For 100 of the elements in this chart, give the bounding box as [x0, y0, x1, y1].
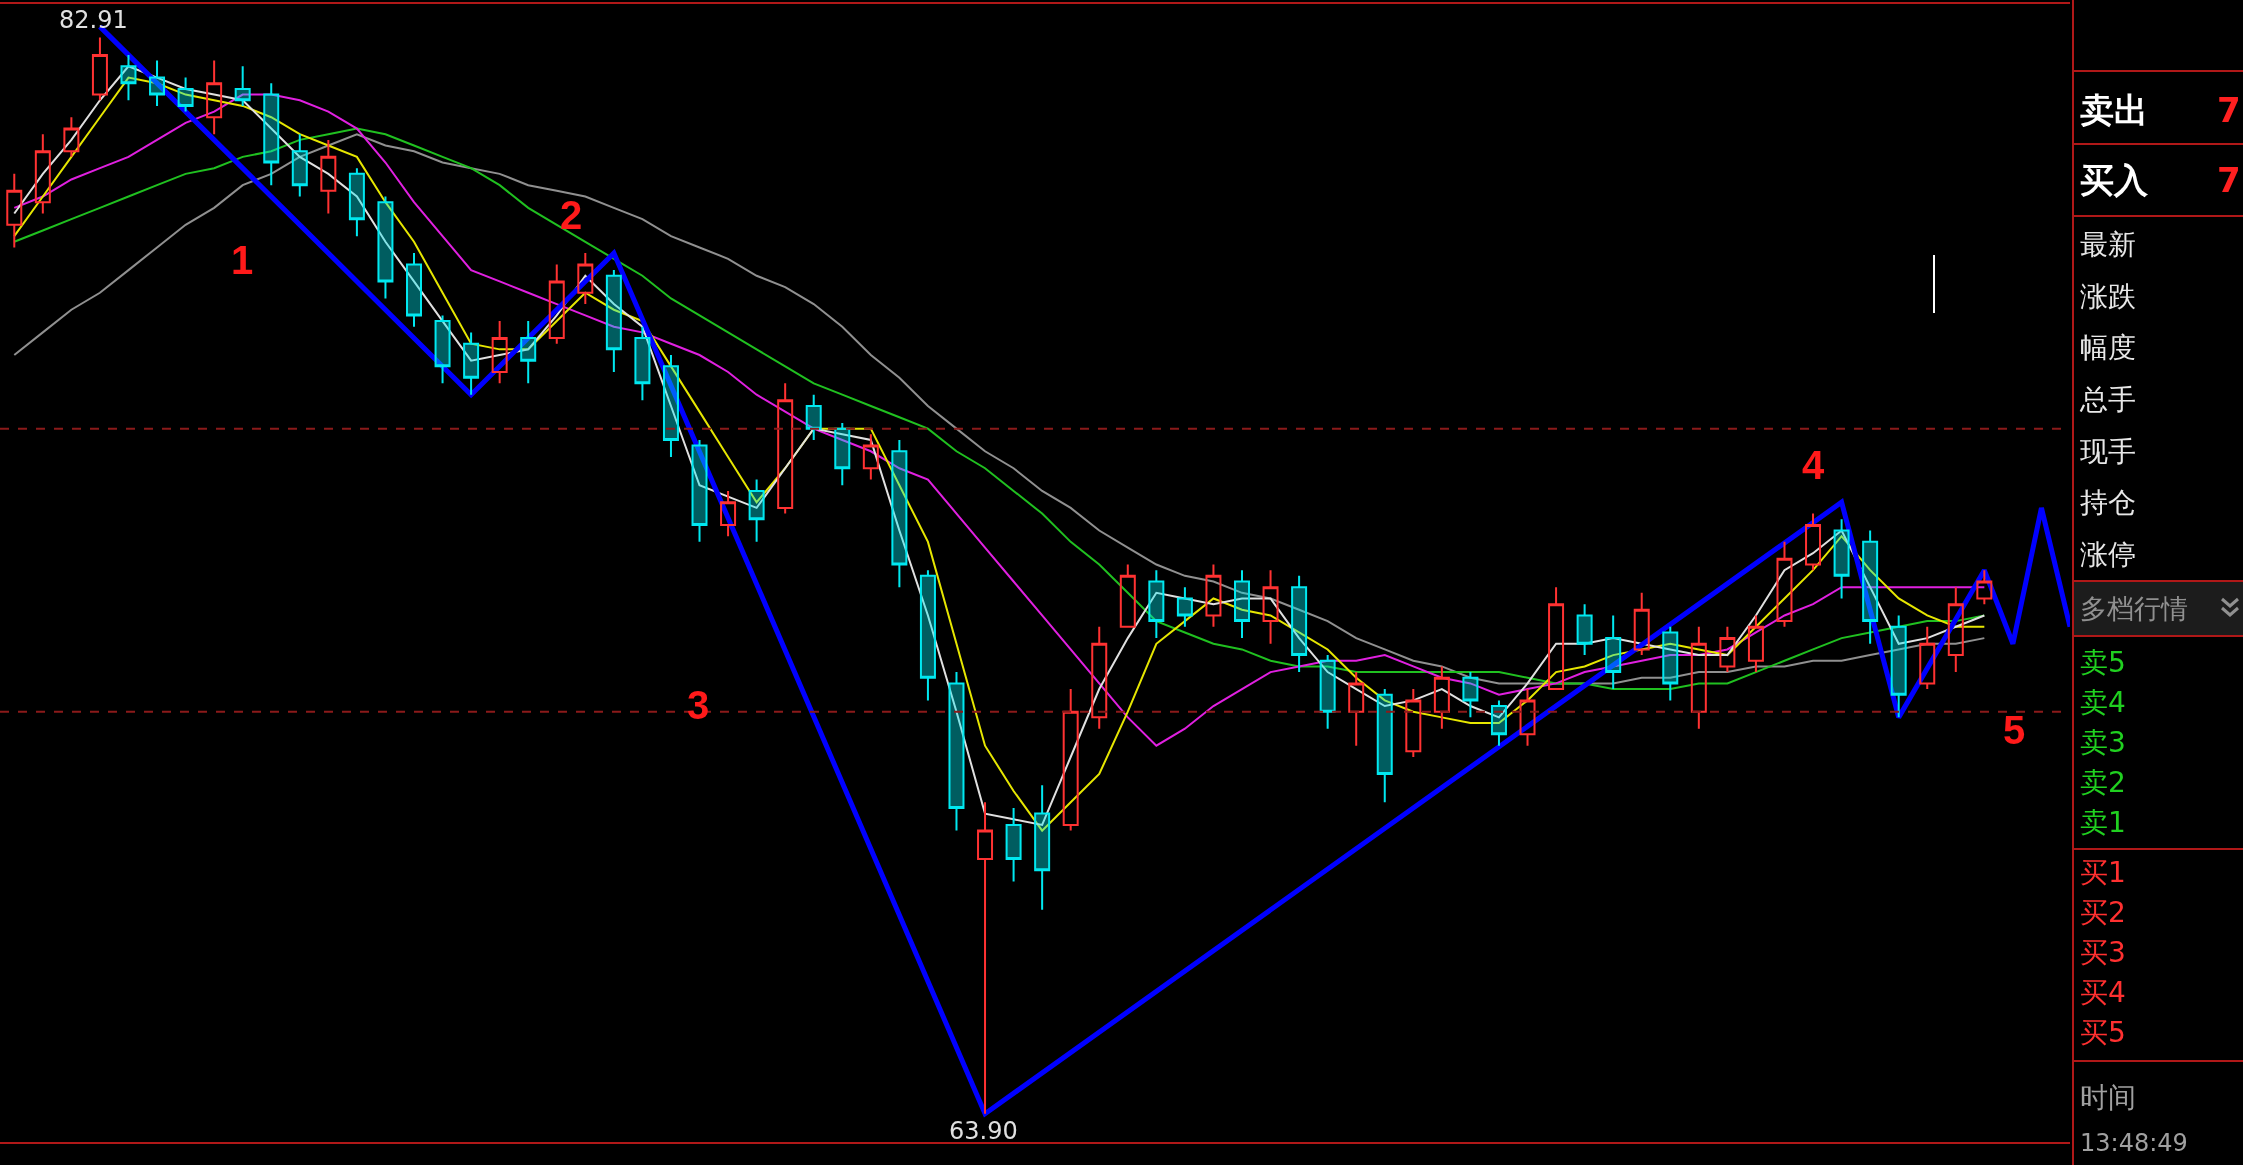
text: 时间 — [2080, 1081, 2136, 1114]
candlestick — [548, 263, 565, 345]
candlestick — [805, 393, 822, 441]
text: 现手 — [2080, 435, 2136, 468]
annotation: 63.90 — [949, 1117, 1018, 1145]
text: 13:48:49 — [2080, 1129, 2188, 1157]
candlestick — [691, 438, 708, 543]
candlestick — [91, 36, 108, 102]
candlestick — [1605, 614, 1622, 691]
annotation: 2 — [560, 193, 583, 237]
candlestick — [1119, 563, 1136, 628]
annotation: 82.91 — [59, 6, 128, 34]
text: 卖1 — [2080, 806, 2126, 839]
candlestick — [891, 438, 908, 589]
candlestick — [1234, 569, 1250, 640]
candlestick — [1405, 688, 1422, 758]
candlestick — [1376, 688, 1393, 804]
candlestick — [862, 433, 879, 481]
candlestick — [1919, 625, 1936, 691]
candlestick — [1291, 574, 1308, 674]
candlestick — [1148, 569, 1165, 640]
candlestick — [263, 82, 280, 187]
text: 卖2 — [2080, 766, 2126, 799]
text: 买3 — [2080, 936, 2126, 969]
candlestick — [748, 478, 765, 543]
candlestick — [577, 252, 594, 306]
candlestick — [1662, 625, 1679, 702]
candlestick — [1776, 540, 1793, 628]
candlestick — [149, 59, 166, 107]
candlestick — [34, 133, 51, 215]
candlestick — [434, 314, 451, 385]
text: 卖出 — [2080, 90, 2148, 130]
text: 卖3 — [2080, 726, 2126, 759]
candlestick — [1348, 671, 1365, 747]
candlestick — [1262, 569, 1279, 645]
candlestick — [1433, 665, 1450, 730]
candlestick — [120, 53, 137, 102]
text: 涨停 — [2080, 538, 2136, 571]
text: 卖4 — [2080, 686, 2126, 719]
candlestick — [777, 382, 794, 515]
candlestick — [919, 569, 936, 702]
candlestick — [634, 325, 651, 402]
text: 买1 — [2080, 856, 2126, 889]
candlestick — [1462, 671, 1479, 719]
text: 买入 — [2080, 160, 2148, 200]
candlestick — [1005, 806, 1022, 883]
text: 买2 — [2080, 896, 2126, 929]
text: 持仓 — [2080, 486, 2136, 519]
candlestick — [1862, 529, 1879, 645]
candlestick — [720, 489, 737, 538]
candlestick — [1034, 784, 1051, 911]
text: 7 — [2217, 90, 2241, 130]
candlestick — [234, 65, 251, 107]
candlestick — [1947, 586, 1964, 674]
text: 最新 — [2080, 228, 2136, 261]
candlestick — [377, 195, 394, 300]
text: 多档行情 — [2080, 592, 2188, 624]
candlestick — [1548, 586, 1565, 691]
annotation: 5 — [2003, 708, 2026, 752]
text: 幅度 — [2080, 331, 2136, 364]
candlestick — [1976, 569, 1993, 606]
candlestick — [605, 269, 622, 374]
candlestick — [662, 354, 679, 458]
candlestick — [63, 116, 80, 158]
text: 买5 — [2080, 1016, 2126, 1049]
annotation: 3 — [687, 683, 710, 727]
candlestick — [1747, 614, 1764, 674]
candlestick — [1205, 563, 1222, 628]
candlestick — [977, 801, 994, 1115]
candlestick — [406, 252, 422, 328]
candlestick — [1805, 512, 1822, 572]
candlestick — [1833, 518, 1850, 600]
candlestick — [1490, 699, 1507, 747]
candlestick — [1690, 625, 1707, 730]
candlestick — [1319, 654, 1336, 730]
annotation: 4 — [1802, 443, 1825, 487]
candlestick — [834, 421, 851, 487]
candlestick — [1719, 625, 1736, 674]
candlestick — [1890, 614, 1907, 719]
candlestick — [320, 138, 337, 215]
candlestick — [1519, 688, 1536, 747]
candlestick — [177, 76, 194, 113]
candlestick — [948, 671, 965, 832]
text: 7 — [2217, 160, 2241, 200]
annotation: 1 — [231, 238, 254, 282]
candlestick — [1176, 586, 1193, 628]
candlestick — [1633, 591, 1650, 657]
text: 买4 — [2080, 976, 2126, 1009]
candlestick — [1091, 625, 1108, 730]
text: 总手 — [2080, 383, 2136, 416]
candlestick — [206, 59, 223, 136]
candlestick — [520, 320, 537, 385]
candlestick — [348, 167, 365, 238]
candlestick — [463, 331, 480, 396]
text: 涨跌 — [2080, 280, 2136, 313]
candlestick — [1576, 603, 1593, 657]
candlestick — [1062, 688, 1079, 832]
candlestick — [491, 320, 508, 385]
text: 卖5 — [2080, 646, 2126, 679]
candlestick — [291, 133, 308, 198]
